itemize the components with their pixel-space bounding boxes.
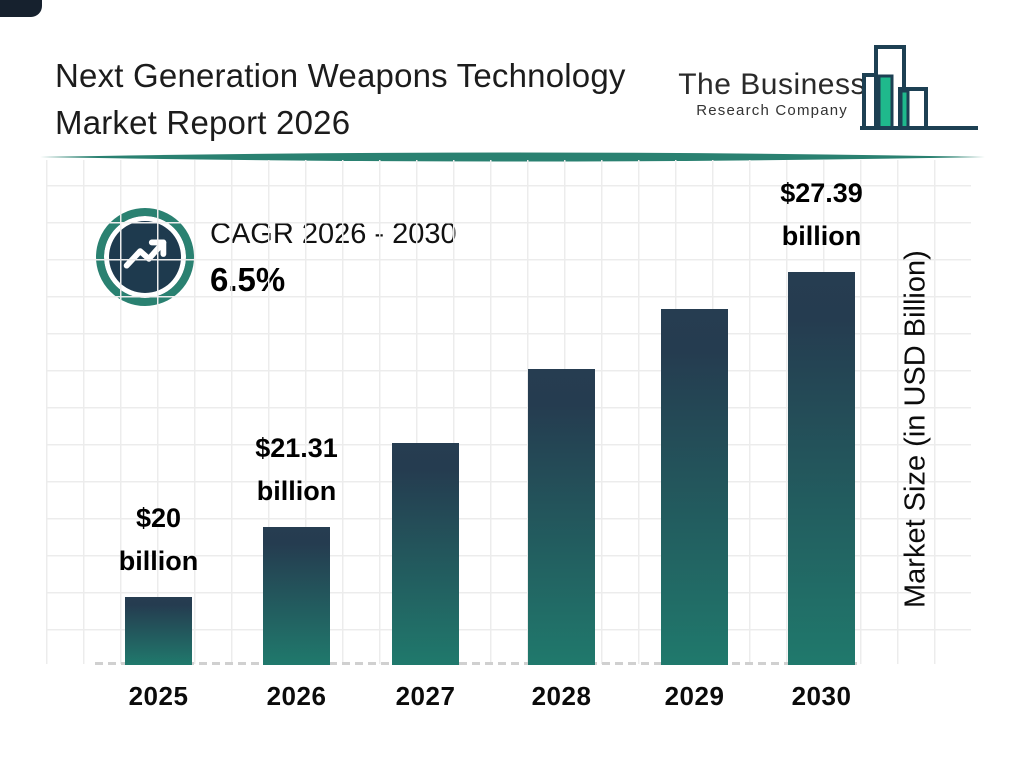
- page-title: Next Generation Weapons Technology Marke…: [55, 52, 715, 146]
- x-axis-label-2025: 2025: [128, 681, 189, 711]
- page-title-line1: Next Generation Weapons Technology: [55, 57, 626, 94]
- x-axis-label-2026: 2026: [266, 681, 327, 711]
- divider-line: [40, 152, 985, 162]
- x-axis-label-2027: 2027: [395, 681, 456, 711]
- company-logo-text: The Business Research Company: [678, 68, 866, 119]
- chart-baseline-dashed: [95, 662, 861, 665]
- value-label-2025: $20 billion: [118, 503, 199, 576]
- company-logo-name: The Business: [678, 68, 866, 101]
- bar-2028: [528, 369, 595, 665]
- value-label-2026: $21.31 billion: [255, 433, 338, 506]
- x-axis-label-2030: 2030: [791, 681, 852, 711]
- page-title-line2: Market Report 2026: [55, 104, 351, 141]
- bar-2027: [392, 443, 459, 665]
- company-logo-subtitle: Research Company: [696, 102, 848, 119]
- bar-2030: [788, 272, 855, 665]
- logo-bar-chart-icon: [848, 42, 980, 143]
- y-axis-label: Market Size (in USD Billion): [899, 250, 932, 608]
- x-axis-label-2029: 2029: [664, 681, 725, 711]
- company-logo: The Business Research Company: [678, 40, 988, 143]
- bar-2029: [661, 309, 728, 665]
- bar-2025: [125, 597, 192, 665]
- bar-2026: [263, 527, 330, 665]
- value-label-2030: $27.39 billion: [780, 178, 863, 251]
- x-axis-label-2028: 2028: [531, 681, 592, 711]
- corner-accent-shape: [0, 0, 42, 17]
